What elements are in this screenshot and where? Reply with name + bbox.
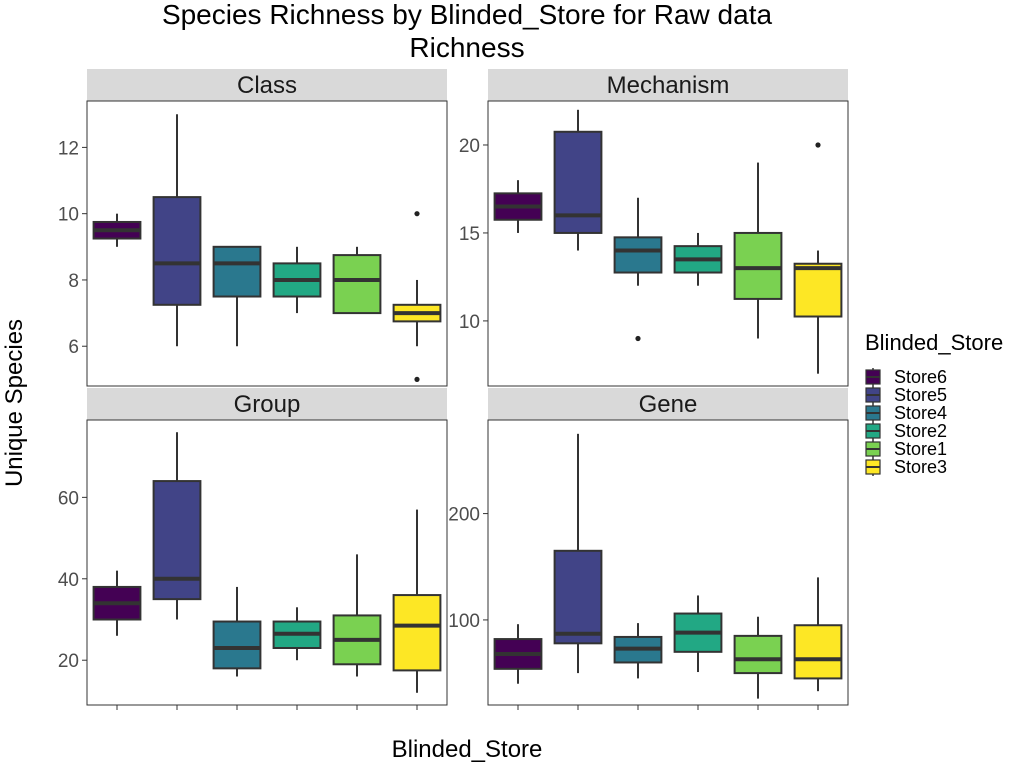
y-tick-label: 100 (448, 611, 480, 632)
panel-mechanism: Mechanism 10 15 20 (459, 69, 849, 387)
box-store4 (212, 586, 262, 677)
box-iqr (152, 480, 202, 601)
legend-item-store6: Store6 (865, 367, 947, 387)
box-store3 (392, 509, 442, 693)
y-axis-label: Unique Species (1, 319, 28, 487)
panel-gene: Gene 100 200 (448, 388, 849, 710)
box-store5 (152, 432, 202, 620)
box-store5 (152, 114, 202, 347)
box-store3 (793, 142, 843, 374)
y-tick-label: 20 (459, 136, 480, 157)
box-iqr (793, 624, 843, 680)
legend-label: Store3 (894, 457, 947, 477)
outlier-point (815, 142, 821, 148)
box-store5 (553, 433, 603, 674)
box-iqr (392, 594, 442, 672)
legend-item-store1: Store1 (865, 439, 947, 459)
y-tick-label: 12 (58, 138, 79, 159)
box-store4 (613, 623, 663, 679)
box-iqr (733, 634, 783, 675)
facet-strip-label: Group (234, 391, 301, 418)
legend-label: Store5 (894, 385, 947, 405)
box-store6 (92, 570, 142, 636)
legend-label: Store2 (894, 421, 947, 441)
box-store2 (673, 232, 723, 286)
box-store3 (392, 211, 442, 382)
y-tick-label: 15 (459, 224, 480, 245)
y-tick-label: 20 (58, 651, 79, 672)
legend: Blinded_Store Store6Store5Store4Store2St… (865, 330, 1003, 477)
plot-area (487, 419, 849, 706)
legend-title: Blinded_Store (865, 330, 1003, 355)
box-iqr (332, 254, 382, 315)
y-tick-label: 60 (58, 488, 79, 509)
box-iqr (152, 196, 202, 306)
facet-strip (488, 388, 848, 420)
box-iqr (212, 245, 262, 298)
box-store4 (613, 197, 663, 342)
box-iqr (733, 231, 783, 300)
legend-label: Store6 (894, 367, 947, 387)
y-tick-label: 10 (58, 205, 79, 226)
y-tick-label: 40 (58, 570, 79, 591)
facet-strip (87, 388, 447, 420)
chart-title-line2: Richness (409, 32, 524, 63)
box-store4 (212, 245, 262, 347)
box-store1 (332, 246, 382, 315)
legend-item-store4: Store4 (865, 403, 947, 423)
box-store2 (272, 607, 322, 661)
x-axis-label: Blinded_Store (392, 736, 543, 763)
box-iqr (613, 236, 663, 274)
box-store1 (733, 616, 783, 699)
facet-strip-label: Class (237, 72, 297, 99)
box-store3 (793, 577, 843, 692)
outlier-point (414, 376, 420, 382)
box-store2 (272, 246, 322, 314)
y-tick-label: 6 (68, 337, 79, 358)
outlier-point (635, 335, 641, 342)
facet-strip-label: Mechanism (607, 72, 730, 99)
box-store1 (733, 162, 783, 339)
legend-label: Store1 (894, 439, 947, 459)
box-store5 (553, 109, 603, 251)
y-tick-label: 200 (448, 505, 480, 526)
plot-area (86, 419, 448, 706)
box-store6 (92, 213, 142, 247)
legend-item-store3: Store3 (865, 457, 947, 477)
y-tick-label: 10 (459, 312, 480, 333)
facet-panels: Class 6 8 10 12 Mechanism 10 15 20 Group 20 40 60 Gen… (58, 69, 849, 710)
facet-strip-label: Gene (639, 391, 698, 418)
plot-area (86, 100, 448, 387)
box-iqr (212, 620, 262, 670)
box-iqr (553, 549, 603, 645)
panel-class: Class 6 8 10 12 (58, 69, 448, 387)
panel-group: Group 20 40 60 (58, 388, 448, 710)
box-store6 (493, 180, 543, 233)
legend-item-store2: Store2 (865, 421, 947, 441)
facet-strip (488, 69, 848, 101)
legend-label: Store4 (894, 403, 947, 423)
box-iqr (793, 262, 843, 318)
box-store6 (493, 624, 543, 684)
facet-strip (87, 69, 447, 101)
outlier-point (414, 211, 420, 217)
plot-area (487, 100, 849, 387)
box-store2 (673, 595, 723, 673)
box-iqr (553, 130, 603, 234)
box-store1 (332, 554, 382, 677)
chart-title-line1: Species Richness by Blinded_Store for Ra… (162, 0, 773, 30)
legend-item-store5: Store5 (865, 385, 947, 405)
y-tick-label: 8 (68, 271, 79, 292)
